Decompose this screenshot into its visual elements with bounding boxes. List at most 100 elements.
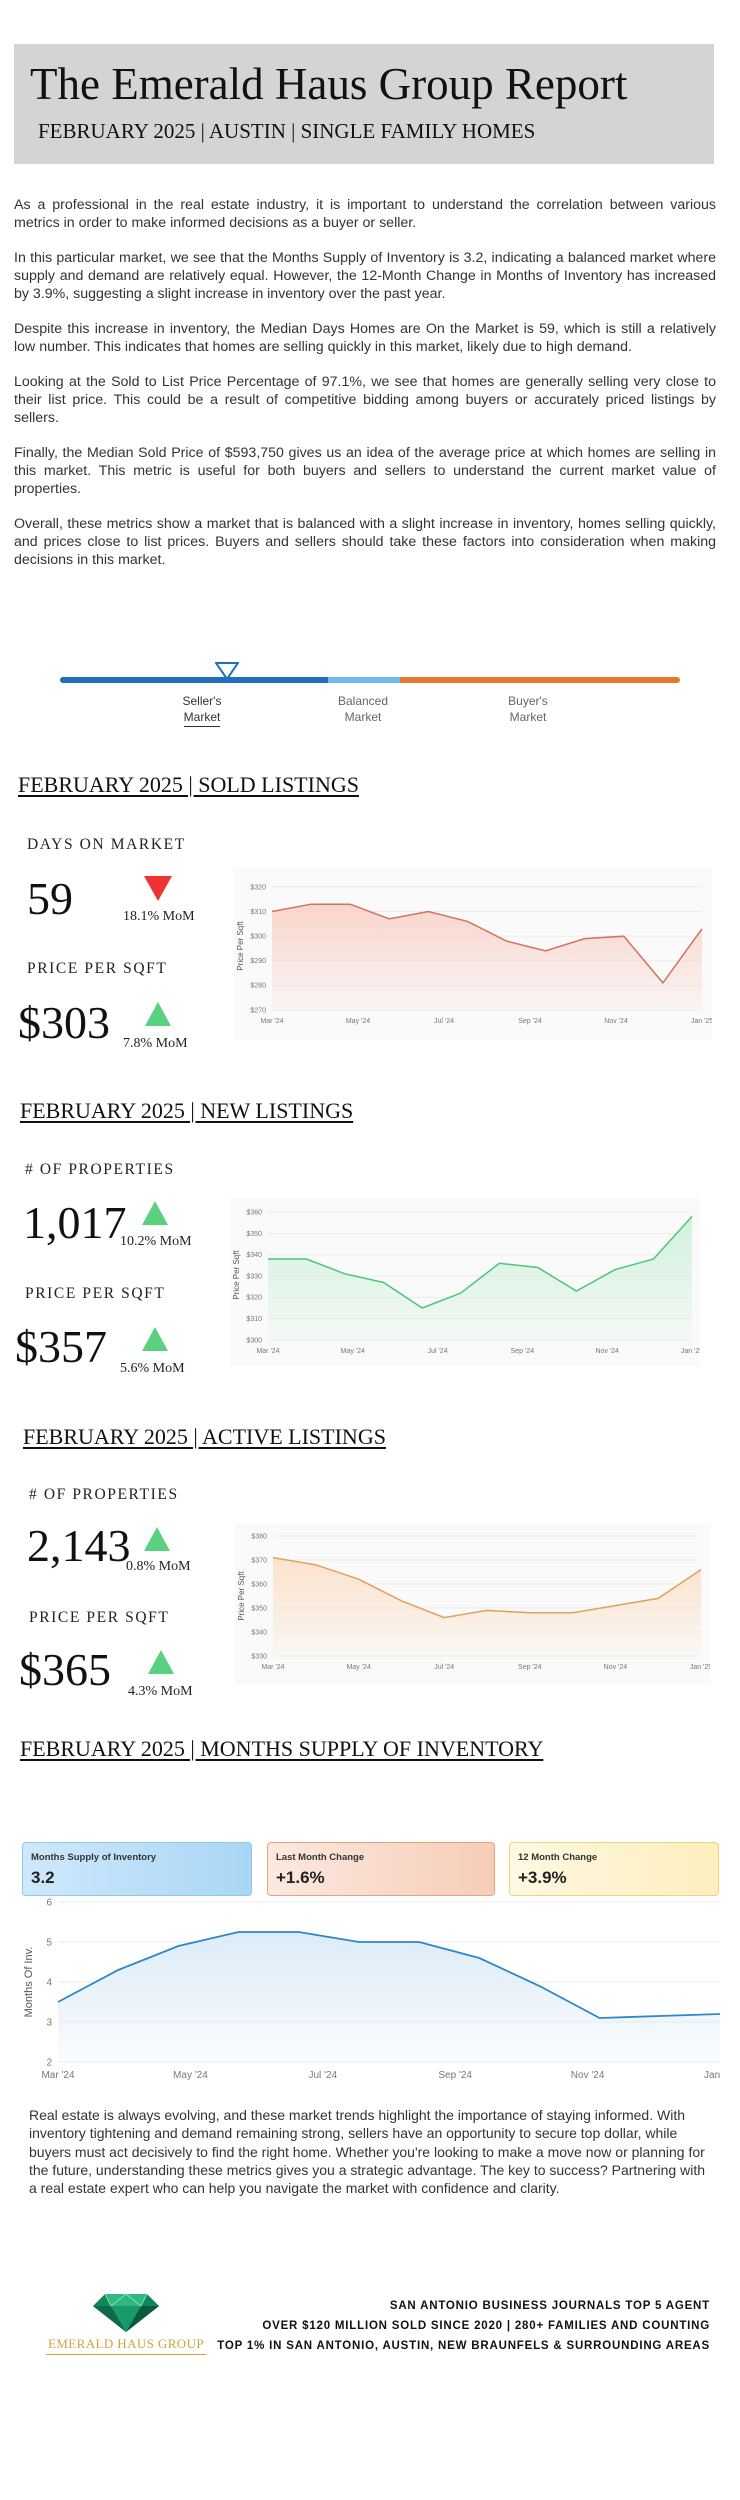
increase-arrow-icon — [144, 1527, 170, 1551]
emerald-gem-icon — [93, 2293, 159, 2332]
last-month-change-title: Last Month Change — [276, 1852, 365, 1863]
balanced-market-segment — [328, 677, 400, 683]
y-tick-label: $320 — [246, 1295, 262, 1302]
x-tick-label: Sep '24 — [511, 1348, 535, 1355]
y-tick-label: $290 — [250, 958, 266, 965]
x-tick-label: Jul '24 — [434, 1664, 454, 1671]
y-tick-label: $330 — [246, 1273, 262, 1280]
series-line — [57, 1931, 721, 2019]
y-axis-title: Price Per Sqft — [236, 921, 245, 971]
x-tick-label: Nov '24 — [595, 1348, 619, 1355]
y-tick-label: $310 — [246, 1316, 262, 1323]
x-tick-label: Mar '24 — [41, 2070, 74, 2081]
new-listings-title: FEBRUARY 2025 | NEW LISTINGS — [20, 1098, 354, 1123]
sold-listings-title: FEBRUARY 2025 | SOLD LISTINGS — [18, 772, 359, 797]
active-price-per-sqft-chart: $330 $340 $350 $360 $370 $380 Mar '24 May '24 Ju… — [235, 1524, 710, 1684]
report-title: The Emerald Haus Group Report — [30, 59, 628, 109]
closing-text: Real estate is always evolving, and thes… — [29, 2107, 706, 2197]
y-tick-label: $300 — [246, 1337, 262, 1344]
x-tick-label: Mar '24 — [256, 1348, 279, 1355]
sold-price-per-sqft-value: $303 — [18, 997, 110, 1048]
report-header: The Emerald Haus Group Report FEBRUARY 2… — [14, 44, 714, 164]
x-tick-label: May '24 — [346, 1018, 370, 1025]
x-tick-label: Nov '24 — [571, 2070, 605, 2081]
x-tick-label: Jul '24 — [309, 2070, 338, 2081]
decrease-arrow-icon — [144, 876, 172, 901]
active-properties-change: 0.8% MoM — [126, 1559, 191, 1574]
report-subtitle: FEBRUARY 2025 | AUSTIN | SINGLE FAMILY H… — [38, 119, 536, 143]
y-axis-title: Price Per Sqft — [232, 1250, 241, 1300]
sellers-market-label: Seller's Market — [157, 693, 247, 727]
increase-arrow-icon — [148, 1650, 174, 1674]
sold-price-per-sqft-change: 7.8% MoM — [123, 1036, 188, 1051]
y-tick-label: $280 — [250, 983, 266, 990]
new-properties-change: 10.2% MoM — [120, 1234, 192, 1249]
y-tick-label: $300 — [250, 933, 266, 940]
months-supply-card: Months Supply of Inventory 3.2 — [22, 1842, 252, 1896]
series-area — [272, 904, 702, 1010]
active-properties-value: 2,143 — [27, 1520, 131, 1571]
last-month-change-card: Last Month Change +1.6% — [267, 1842, 495, 1896]
new-price-per-sqft-value: $357 — [15, 1321, 107, 1372]
intro-text: As a professional in the real estate ind… — [14, 196, 716, 586]
y-tick-label: $350 — [246, 1231, 262, 1238]
months-supply-card-title: Months Supply of Inventory — [31, 1852, 157, 1863]
footer-award-line: SAN ANTONIO BUSINESS JOURNALS TOP 5 AGEN… — [389, 2300, 710, 2312]
series-line — [268, 1215, 693, 1309]
active-price-per-sqft-value: $365 — [19, 1644, 111, 1695]
y-tick-label: $340 — [251, 1629, 267, 1636]
y-tick-label: $350 — [251, 1605, 267, 1612]
y-tick-label: 5 — [46, 1937, 52, 1948]
footer-coverage-line: TOP 1% IN SAN ANTONIO, AUSTIN, NEW BRAUN… — [217, 2340, 710, 2352]
y-tick-label: $360 — [251, 1581, 267, 1588]
intro-paragraph: Finally, the Median Sold Price of $593,7… — [14, 445, 716, 497]
days-on-market-value: 59 — [27, 873, 73, 924]
months-supply-title: FEBRUARY 2025 | MONTHS SUPPLY OF INVENTO… — [20, 1736, 544, 1761]
logo-underline — [46, 2354, 206, 2355]
new-price-per-sqft-label: PRICE PER SQFT — [25, 1285, 166, 1302]
market-balance-indicator: Seller's Market Balanced Market Buyer's … — [60, 650, 680, 730]
x-tick-label: Jan '25 — [681, 1348, 700, 1355]
series-line — [271, 903, 703, 985]
new-properties-value: 1,017 — [23, 1197, 127, 1248]
x-tick-label: May '24 — [173, 2070, 208, 2081]
series-area — [273, 1557, 701, 1656]
logo-text: EMERALD HAUS GROUP — [48, 2336, 204, 2351]
increase-arrow-icon — [142, 1201, 168, 1225]
active-price-per-sqft-change: 4.3% MoM — [128, 1684, 193, 1699]
y-tick-label: $320 — [250, 884, 266, 891]
balanced-market-label: Balanced Market — [337, 694, 389, 724]
increase-arrow-icon — [145, 1002, 171, 1026]
buyers-market-label: Buyer's Market — [508, 694, 548, 724]
months-supply-chart: 2 3 4 5 6 Mar '24 May '24 Jul '24 Sep '24 Nov '24… — [20, 1896, 722, 2092]
active-properties-label: # OF PROPERTIES — [29, 1486, 179, 1503]
days-on-market-change: 18.1% MoM — [123, 909, 195, 924]
company-logo: EMERALD HAUS GROUP — [36, 2290, 216, 2360]
x-tick-label: Jan '25 — [691, 1018, 712, 1025]
new-price-per-sqft-change: 5.6% MoM — [120, 1361, 185, 1376]
new-price-per-sqft-chart: $300 $310 $320 $330 $340 $350 $360 Mar '24 May '… — [230, 1198, 700, 1366]
series-area — [58, 1932, 720, 2062]
market-position-marker-icon — [215, 662, 239, 680]
y-tick-label: $370 — [251, 1557, 267, 1564]
x-tick-label: Sep '24 — [518, 1664, 542, 1671]
buyers-market-segment — [400, 677, 680, 683]
active-listings-title: FEBRUARY 2025 | ACTIVE LISTINGS — [23, 1424, 386, 1449]
y-tick-label: $310 — [250, 909, 266, 916]
x-tick-label: Nov '24 — [604, 1664, 628, 1671]
new-properties-label: # OF PROPERTIES — [25, 1161, 175, 1178]
twelve-month-change-value: +3.9% — [518, 1868, 567, 1887]
y-tick-label: 3 — [46, 2017, 52, 2028]
x-tick-label: Sep '24 — [438, 2070, 472, 2081]
x-tick-label: Sep '24 — [518, 1018, 542, 1025]
y-tick-label: 2 — [46, 2057, 52, 2068]
footer-sales-line: OVER $120 MILLION SOLD SINCE 2020 | 280+… — [262, 2320, 710, 2332]
twelve-month-change-title: 12 Month Change — [518, 1852, 598, 1863]
x-tick-label: Mar '24 — [261, 1664, 284, 1671]
days-on-market-label: DAYS ON MARKET — [27, 836, 186, 853]
x-tick-label: Jul '24 — [434, 1018, 454, 1025]
y-tick-label: $360 — [246, 1209, 262, 1216]
y-axis-title: Months Of Inv. — [23, 1947, 35, 2018]
x-tick-label: May '24 — [346, 1664, 370, 1671]
active-price-per-sqft-label: PRICE PER SQFT — [29, 1609, 170, 1626]
